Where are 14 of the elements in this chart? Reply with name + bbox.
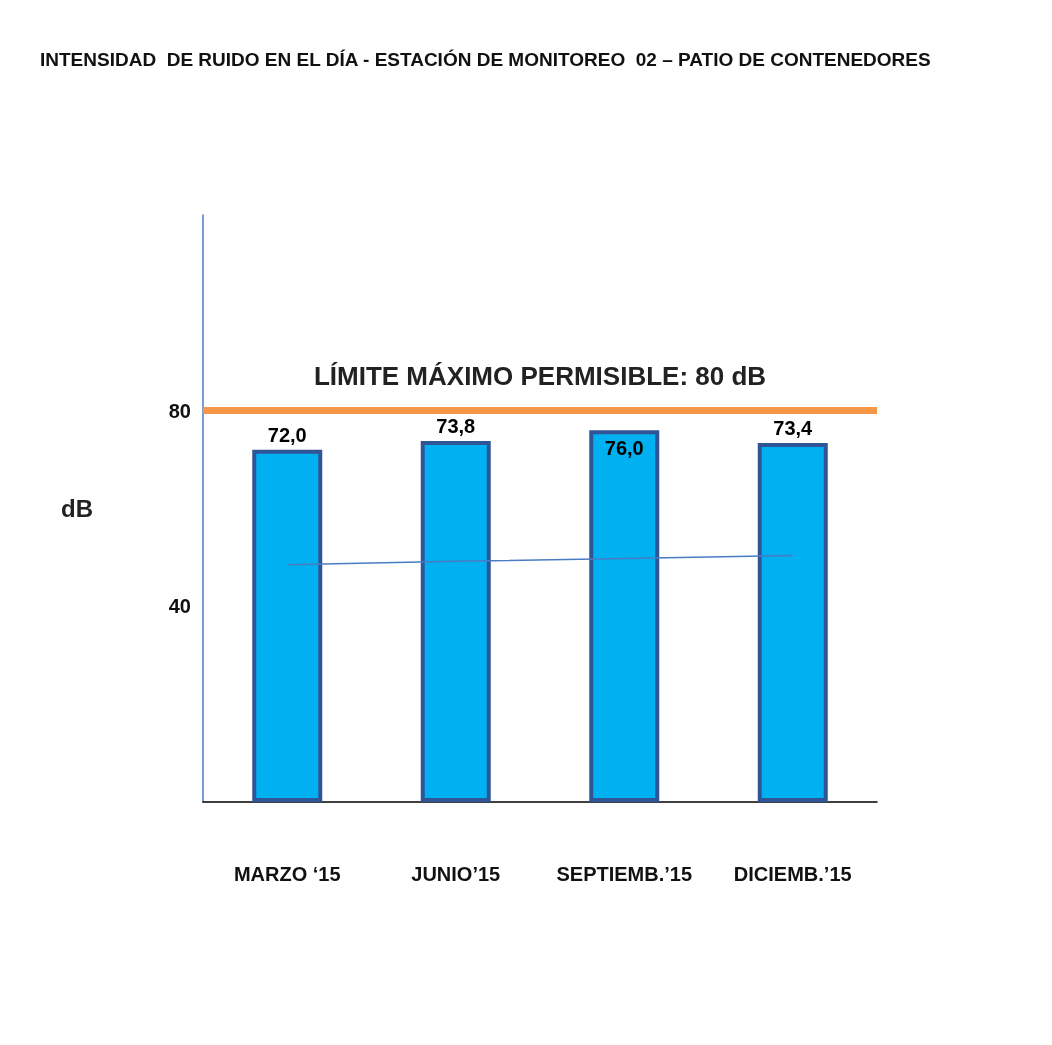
x-tick-label: SEPTIEMB.’15 (556, 863, 693, 885)
x-tick-label: MARZO ‘15 (233, 863, 341, 885)
x-tick-label: DICIEMB.’15 (733, 863, 852, 885)
x-tick-label: JUNIO’15 (411, 863, 501, 885)
chart-title: INTENSIDAD DE RUIDO EN EL DÍA - ESTACIÓN DE MONITOREO 02 – PATIO DE CONTENEDORES (40, 49, 931, 70)
y-tick-label: 40 (168, 595, 191, 618)
data-label: 76,0 (604, 437, 644, 460)
data-label: 72,0 (267, 423, 307, 446)
data-label: 73,8 (436, 414, 476, 437)
line-series (286, 554, 794, 566)
data-label: 73,4 (773, 416, 814, 439)
y-tick-label: 80 (168, 399, 191, 422)
ref-line-label: LÍMITE MÁXIMO PERMISIBLE: 80 dB (313, 360, 767, 391)
y-axis-title: dB (61, 495, 93, 522)
